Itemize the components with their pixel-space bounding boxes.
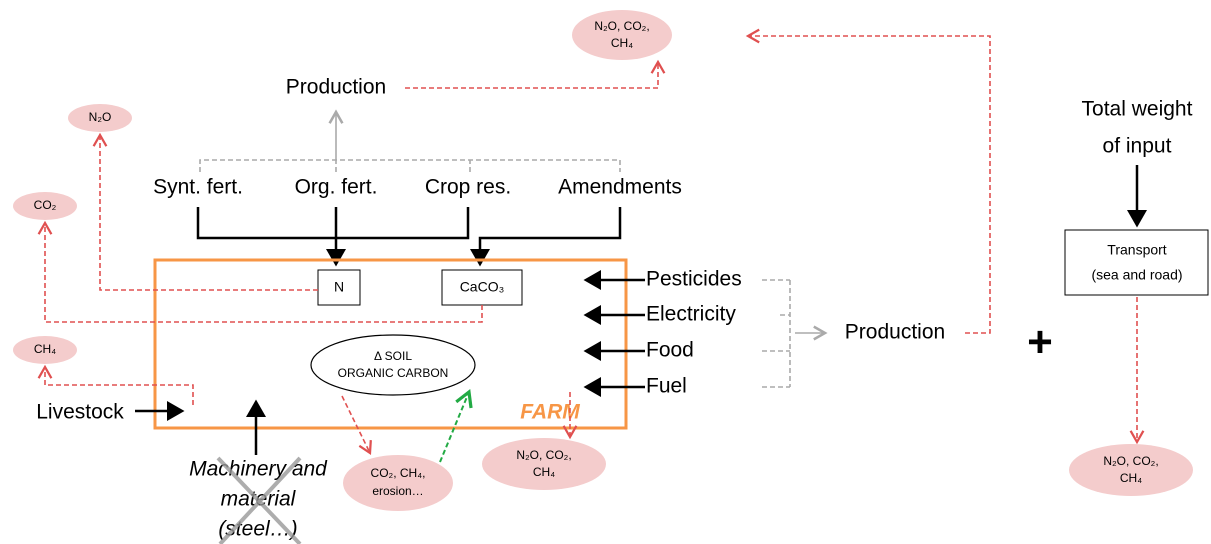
arrow	[37, 364, 194, 405]
input-label: Food	[646, 339, 694, 362]
emission-ellipse	[1069, 444, 1193, 496]
emission-label: CH₄	[1120, 471, 1142, 485]
arrow	[341, 395, 372, 456]
transport-label: (sea and road)	[1091, 267, 1182, 283]
arrow	[439, 389, 473, 463]
arrow	[745, 28, 991, 334]
emission-ellipse	[68, 104, 132, 132]
transport-box	[1064, 229, 1209, 296]
bracket	[199, 159, 621, 172]
emission-label: erosion…	[372, 484, 423, 498]
emission-label: CO₂	[34, 198, 57, 212]
box-label: CaCO₃	[460, 279, 505, 295]
emission-label: N₂O, CO₂,	[594, 19, 649, 33]
transport-label: Transport	[1107, 242, 1167, 258]
input-label: Fuel	[646, 375, 687, 398]
machinery-label: Machinery and	[189, 458, 328, 481]
farm-box	[153, 258, 628, 430]
farm-label: FARM	[520, 401, 580, 424]
input-label: Electricity	[646, 303, 736, 326]
input-label: Pesticides	[646, 268, 742, 291]
emission-ellipse	[572, 10, 672, 60]
emission-label: CH₄	[533, 465, 555, 479]
emission-ellipse	[13, 192, 77, 220]
emission-label: N₂O, CO₂,	[516, 448, 571, 462]
emission-ellipse	[482, 438, 606, 490]
emission-ellipse	[13, 336, 77, 364]
plus-sign: +	[1027, 318, 1053, 367]
input-label: Synt. fert.	[153, 176, 243, 199]
input-label: Crop res.	[425, 176, 511, 199]
input-label: Amendments	[558, 176, 682, 199]
input-label: Org. fert.	[295, 176, 378, 199]
arrow	[405, 59, 666, 89]
emission-label: N₂O	[89, 110, 112, 124]
production-label: Production	[845, 321, 945, 344]
soil-carbon	[310, 334, 476, 396]
soil-carbon-label: Δ SOIL	[374, 349, 412, 363]
emission-label: CH₄	[611, 36, 633, 50]
livestock-label: Livestock	[36, 401, 124, 424]
total-weight-label: Total weight	[1082, 98, 1193, 121]
arrow	[37, 220, 483, 323]
cross	[218, 456, 302, 544]
emission-label: N₂O, CO₂,	[1103, 454, 1158, 468]
connector	[196, 207, 470, 240]
total-weight-label: of input	[1103, 135, 1172, 158]
n-box	[317, 269, 361, 306]
soil-carbon-label: ORGANIC CARBON	[338, 366, 449, 380]
box-label: N	[334, 279, 344, 295]
emission-label: CH₄	[34, 342, 56, 356]
emission-ellipse	[343, 455, 453, 511]
arrow	[92, 132, 318, 291]
emission-label: CO₂, CH₄,	[371, 466, 426, 480]
production-label: Production	[286, 76, 386, 99]
caco3-box	[441, 269, 523, 306]
arrow	[470, 207, 622, 267]
